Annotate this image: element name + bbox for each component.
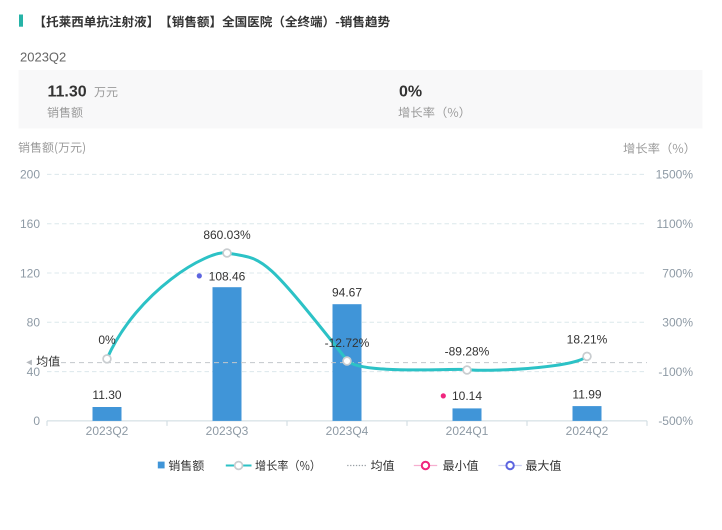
svg-text:1100%: 1100% [657, 217, 694, 231]
svg-text:80: 80 [27, 316, 41, 330]
svg-text:10.14: 10.14 [452, 389, 482, 403]
svg-text:2023Q4: 2023Q4 [326, 424, 369, 438]
svg-text:0%: 0% [98, 333, 116, 347]
svg-text:120: 120 [20, 266, 40, 280]
svg-text:11.30: 11.30 [48, 84, 87, 101]
svg-text:18.21%: 18.21% [567, 333, 608, 347]
svg-text:200: 200 [20, 168, 40, 182]
svg-text:700%: 700% [662, 266, 693, 280]
svg-text:1500%: 1500% [656, 168, 694, 182]
svg-text:0%: 0% [399, 84, 422, 101]
svg-text:300%: 300% [662, 316, 693, 330]
svg-text:-12.72%: -12.72% [325, 336, 370, 350]
svg-text:0: 0 [33, 414, 40, 428]
svg-text:2024Q2: 2024Q2 [566, 424, 609, 438]
svg-text:-100%: -100% [658, 365, 693, 379]
svg-text:860.03%: 860.03% [203, 228, 251, 242]
svg-text:160: 160 [20, 217, 40, 231]
svg-text:11.99: 11.99 [572, 387, 601, 401]
svg-text:108.46: 108.46 [209, 269, 246, 283]
svg-text:2023Q2: 2023Q2 [20, 50, 66, 65]
svg-text:-500%: -500% [658, 414, 693, 428]
svg-text:11.30: 11.30 [92, 388, 121, 402]
svg-text:2023Q2: 2023Q2 [86, 424, 129, 438]
svg-text:94.67: 94.67 [332, 286, 362, 300]
svg-text:2023Q3: 2023Q3 [206, 424, 249, 438]
svg-text:-89.28%: -89.28% [445, 344, 490, 358]
svg-text:2024Q1: 2024Q1 [446, 424, 489, 438]
svg-text:40: 40 [27, 365, 41, 379]
